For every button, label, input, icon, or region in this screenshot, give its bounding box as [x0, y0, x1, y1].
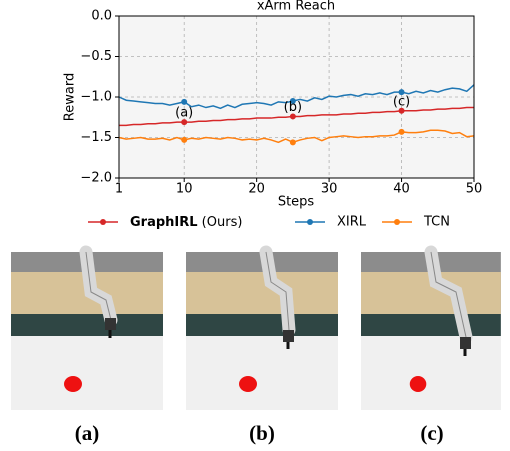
- series-marker: [181, 98, 188, 105]
- legend-marker: [307, 219, 313, 225]
- y-tick-label: −1.5: [80, 130, 112, 145]
- y-tick-label: −2.0: [80, 171, 112, 186]
- y-axis-label: Reward: [63, 73, 78, 121]
- legend-label: GraphIRL (Ours): [130, 215, 242, 230]
- series-marker: [398, 128, 405, 135]
- x-tick-label: 40: [393, 182, 410, 197]
- legend-label: XIRL: [337, 215, 367, 230]
- series-marker: [181, 136, 188, 143]
- series-line: [118, 84, 475, 110]
- series-marker: [181, 119, 188, 126]
- series-marker: [289, 113, 296, 120]
- panel-image: [186, 245, 338, 410]
- x-tick-label: 30: [321, 182, 338, 197]
- series-marker: [289, 139, 296, 146]
- x-tick-label: 10: [176, 182, 193, 197]
- chart-title: xArm Reach: [257, 0, 335, 14]
- x-tick-label: 50: [466, 182, 483, 197]
- legend-marker: [394, 219, 400, 225]
- panel-image: [11, 245, 163, 410]
- x-axis-label: Steps: [278, 195, 315, 210]
- panel-caption: (c): [420, 421, 443, 445]
- y-tick-label: −0.5: [80, 49, 112, 64]
- annotation: (b): [284, 100, 302, 115]
- x-tick-label: 1: [115, 182, 123, 197]
- series-marker: [289, 98, 296, 105]
- series-marker: [398, 107, 405, 114]
- legend-label: TCN: [423, 215, 450, 230]
- panel-image: [361, 245, 501, 410]
- series-marker: [398, 89, 405, 96]
- panel-caption: (b): [249, 421, 275, 445]
- y-tick-label: 0.0: [91, 9, 112, 24]
- legend-marker: [100, 219, 106, 225]
- panel-caption: (a): [75, 421, 100, 445]
- series-line: [118, 129, 475, 144]
- annotation: (a): [175, 106, 193, 121]
- x-tick-label: 20: [248, 182, 265, 197]
- series-line: [119, 106, 474, 127]
- annotation: (c): [393, 94, 410, 109]
- y-tick-label: −1.0: [80, 90, 112, 105]
